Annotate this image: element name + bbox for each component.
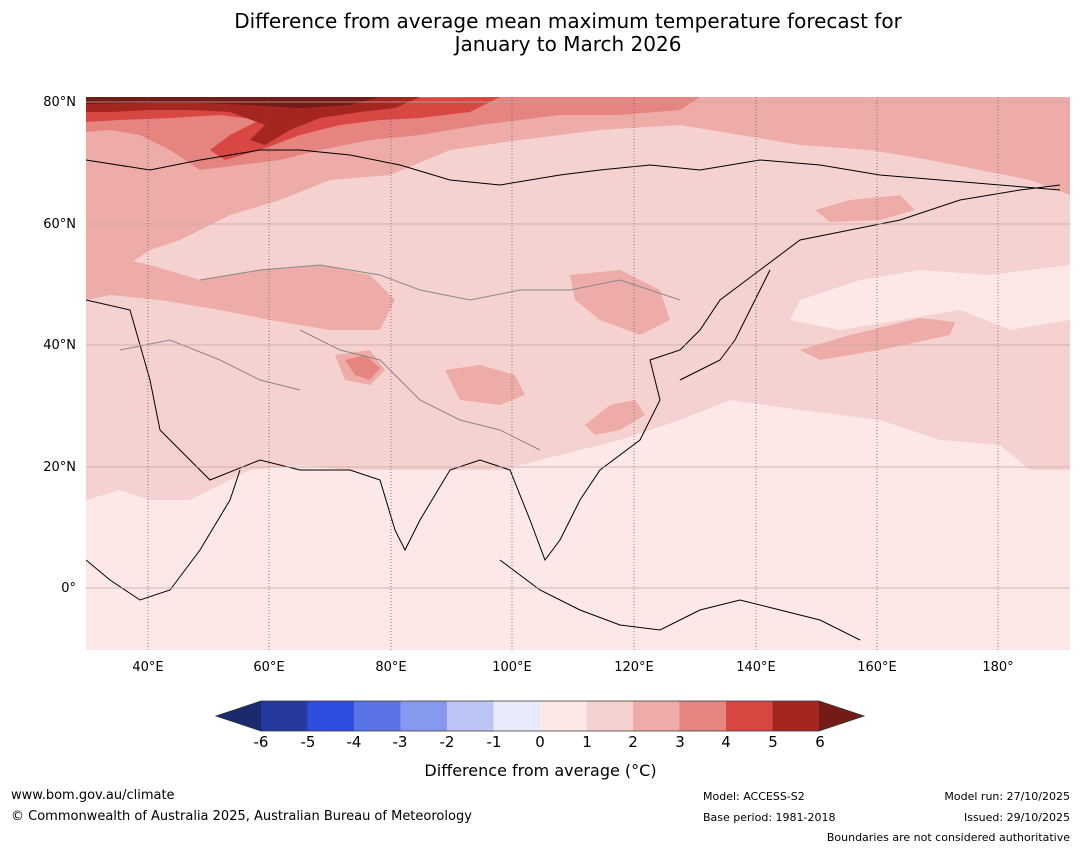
lon-label-40e: 40°E xyxy=(132,660,164,675)
lon-label-180: 180° xyxy=(982,660,1014,675)
anomaly-fill-2-to-3-mongolia xyxy=(570,270,670,335)
lat-label-20n: 20°N xyxy=(43,460,76,475)
colorbar-over-arrow xyxy=(819,701,864,731)
colorbar-tick: -6 xyxy=(253,733,269,751)
anomaly-fill-5-to-6 xyxy=(86,97,420,145)
colorbar-tick: 1 xyxy=(582,733,592,751)
anomaly-fill-2-to-3-siberia xyxy=(815,195,915,222)
lon-label-60e: 60°E xyxy=(253,660,285,675)
meridians xyxy=(147,97,999,650)
colorbar-segment xyxy=(633,701,680,731)
footer-model-run: Model run: 27/10/2025 xyxy=(944,790,1070,803)
colorbar-segment xyxy=(586,701,634,731)
colorbar-tick: 3 xyxy=(675,733,685,751)
anomaly-fill-2-to-3-china xyxy=(445,365,525,405)
coastline-japan xyxy=(679,269,771,381)
colorbar-segment xyxy=(400,701,448,731)
lon-label-160e: 160°E xyxy=(857,660,897,675)
colorbar-tick: -3 xyxy=(392,733,408,751)
anomaly-fill-over-6 xyxy=(86,97,380,108)
coastline-indonesia xyxy=(499,559,861,641)
colorbar-tick: -4 xyxy=(346,733,362,751)
coastline xyxy=(86,184,1061,562)
colorbar-segment xyxy=(261,701,308,731)
lon-label-80e: 80°E xyxy=(375,660,407,675)
anomaly-fill-2-to-3-pacific xyxy=(800,318,955,360)
lon-label-140e: 140°E xyxy=(736,660,776,675)
colorbar-under-arrow xyxy=(216,701,261,731)
anomaly-map xyxy=(86,97,1070,650)
anomaly-fill-2-to-3-central-asia xyxy=(86,250,395,330)
lat-label-40n: 40°N xyxy=(43,338,76,353)
colorbar-tick: -1 xyxy=(486,733,502,751)
lat-label-60n: 60°N xyxy=(43,217,76,232)
lat-label-0: 0° xyxy=(61,581,76,596)
lon-label-120e: 120°E xyxy=(614,660,654,675)
graticule xyxy=(86,101,1070,589)
anomaly-fill-0-to-1-pocket xyxy=(790,265,1070,330)
footer-website[interactable]: www.bom.gov.au/climate xyxy=(11,788,175,803)
lon-label-100e: 100°E xyxy=(492,660,532,675)
footer-copyright: © Commonwealth of Australia 2025, Austra… xyxy=(11,809,472,824)
colorbar-outline xyxy=(214,700,866,732)
colorbar-tick: 4 xyxy=(721,733,731,751)
title-line-2: January to March 2026 xyxy=(454,32,682,56)
coastline-africa xyxy=(86,469,241,601)
colorbar-segment xyxy=(354,701,401,731)
title-line-1: Difference from average mean maximum tem… xyxy=(234,9,902,33)
coastline-arctic xyxy=(86,149,1061,191)
lat-label-80n: 80°N xyxy=(43,95,76,110)
anomaly-fill-2-to-3-south-china xyxy=(585,400,645,435)
chart-title: Difference from average mean maximum tem… xyxy=(0,10,1081,56)
footer-boundaries: Boundaries are not considered authoritat… xyxy=(826,831,1070,844)
colorbar-tick: 0 xyxy=(535,733,545,751)
colorbar-segment xyxy=(772,701,820,731)
colorbar-tick: -2 xyxy=(439,733,455,751)
colorbar-title: Difference from average (°C) xyxy=(424,761,657,780)
footer-base-period: Base period: 1981-2018 xyxy=(703,811,836,824)
colorbar-tick: 5 xyxy=(768,733,778,751)
footer-model: Model: ACCESS-S2 xyxy=(703,790,805,803)
colorbar-segment xyxy=(493,701,541,731)
footer-issued: Issued: 29/10/2025 xyxy=(963,811,1070,824)
country-borders xyxy=(119,264,681,451)
colorbar-tick: 2 xyxy=(628,733,638,751)
colorbar-segment xyxy=(307,701,355,731)
colorbar-segment xyxy=(447,701,494,731)
colorbar-segment xyxy=(679,701,727,731)
colorbar-tick: -5 xyxy=(300,733,316,751)
colorbar-segment xyxy=(726,701,773,731)
colorbar-tick: 6 xyxy=(815,733,825,751)
colorbar xyxy=(214,700,866,732)
colorbar-segment xyxy=(540,701,587,731)
anomaly-fill-3-to-4-tibet xyxy=(345,355,380,380)
